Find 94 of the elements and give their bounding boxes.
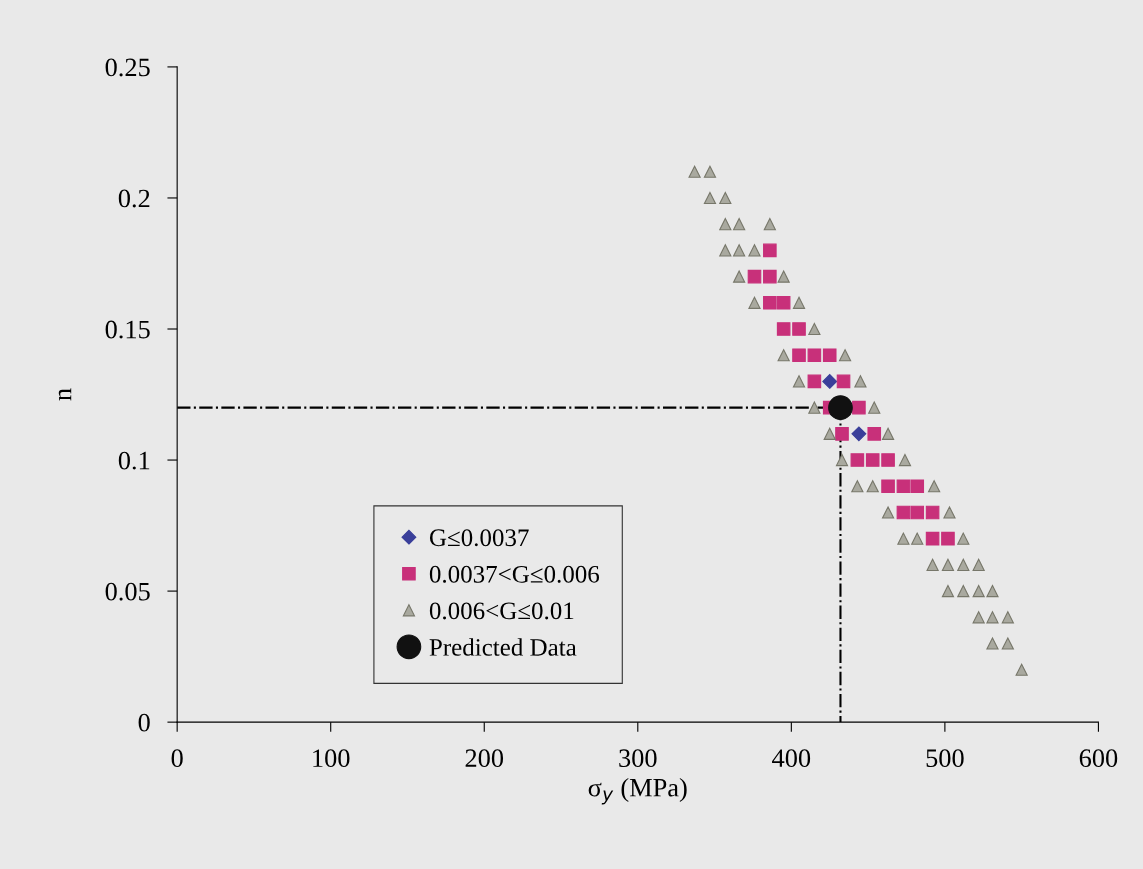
x-tick-label: 200	[465, 749, 504, 768]
point	[828, 395, 853, 420]
point	[972, 558, 985, 571]
point	[688, 165, 701, 178]
point	[748, 296, 761, 309]
point	[898, 453, 912, 467]
x-tick-label: 500	[926, 749, 964, 768]
point	[1001, 637, 1014, 650]
y-tick-label: 0.2	[118, 189, 150, 208]
point	[733, 270, 746, 283]
point	[807, 374, 822, 389]
point	[777, 349, 790, 362]
legend-label: Predicted Data	[429, 638, 577, 656]
point	[986, 584, 999, 598]
point	[733, 218, 746, 231]
point	[897, 532, 910, 545]
point	[941, 531, 955, 546]
point	[1001, 611, 1014, 624]
point	[925, 505, 940, 520]
y-axis-title: n	[58, 388, 72, 401]
point	[957, 584, 970, 598]
y-tick-label: 0.1	[118, 451, 150, 470]
legend-label: G≤0.0037	[429, 529, 529, 547]
point	[792, 322, 806, 336]
point	[719, 244, 732, 257]
point	[881, 427, 895, 440]
y-tick-label: 0.25	[105, 58, 150, 77]
point	[881, 506, 895, 519]
y-tick-label: 0.15	[105, 320, 150, 339]
point	[823, 427, 836, 440]
point	[838, 349, 852, 362]
point	[986, 611, 999, 624]
point	[957, 532, 970, 545]
point	[852, 400, 866, 415]
point	[866, 480, 879, 493]
point	[881, 479, 895, 494]
point	[910, 479, 925, 494]
point	[941, 584, 955, 598]
point	[1015, 663, 1028, 676]
point	[896, 505, 911, 520]
point	[926, 558, 939, 571]
point	[941, 558, 955, 571]
point	[943, 506, 956, 519]
point	[986, 637, 999, 650]
point	[972, 584, 985, 598]
point	[733, 244, 746, 257]
point	[808, 401, 821, 414]
point	[763, 269, 777, 284]
point	[881, 453, 895, 467]
point	[835, 453, 849, 467]
point	[925, 531, 940, 546]
point	[776, 322, 791, 336]
point	[867, 427, 882, 441]
point	[777, 270, 790, 283]
point	[910, 505, 925, 520]
point	[957, 558, 970, 571]
legend-label: 0.006<G≤0.01	[429, 602, 574, 620]
x-tick-label: 100	[313, 749, 350, 768]
point	[854, 375, 867, 388]
point	[851, 480, 864, 493]
legend-label: 0.0037<G≤0.006	[429, 565, 600, 583]
y-tick-label: 0	[138, 713, 150, 732]
point	[719, 191, 732, 205]
point	[792, 375, 806, 388]
x-axis-title: σ$_{y}$ (MPa)	[588, 778, 687, 805]
point	[896, 479, 911, 494]
point	[792, 348, 806, 363]
point	[851, 426, 867, 442]
point	[776, 295, 791, 310]
point	[822, 348, 837, 363]
point	[868, 401, 881, 414]
point	[807, 348, 822, 363]
x-tick-label: 0	[171, 749, 183, 768]
point	[836, 374, 851, 389]
y-tick-label: 0.05	[105, 582, 150, 601]
point	[719, 218, 732, 231]
point	[835, 427, 849, 441]
point	[928, 480, 941, 493]
point	[822, 373, 838, 389]
point	[763, 243, 777, 258]
point	[911, 532, 924, 545]
x-tick-label: 400	[772, 749, 811, 768]
point	[850, 453, 865, 467]
point	[703, 191, 717, 205]
point	[792, 296, 806, 309]
point	[747, 269, 762, 284]
point	[808, 322, 821, 336]
x-tick-label: 600	[1079, 749, 1118, 768]
x-tick-label: 300	[619, 749, 657, 768]
point	[865, 453, 880, 467]
point	[763, 218, 776, 231]
point	[972, 611, 985, 624]
point	[763, 295, 777, 310]
point	[703, 165, 717, 178]
